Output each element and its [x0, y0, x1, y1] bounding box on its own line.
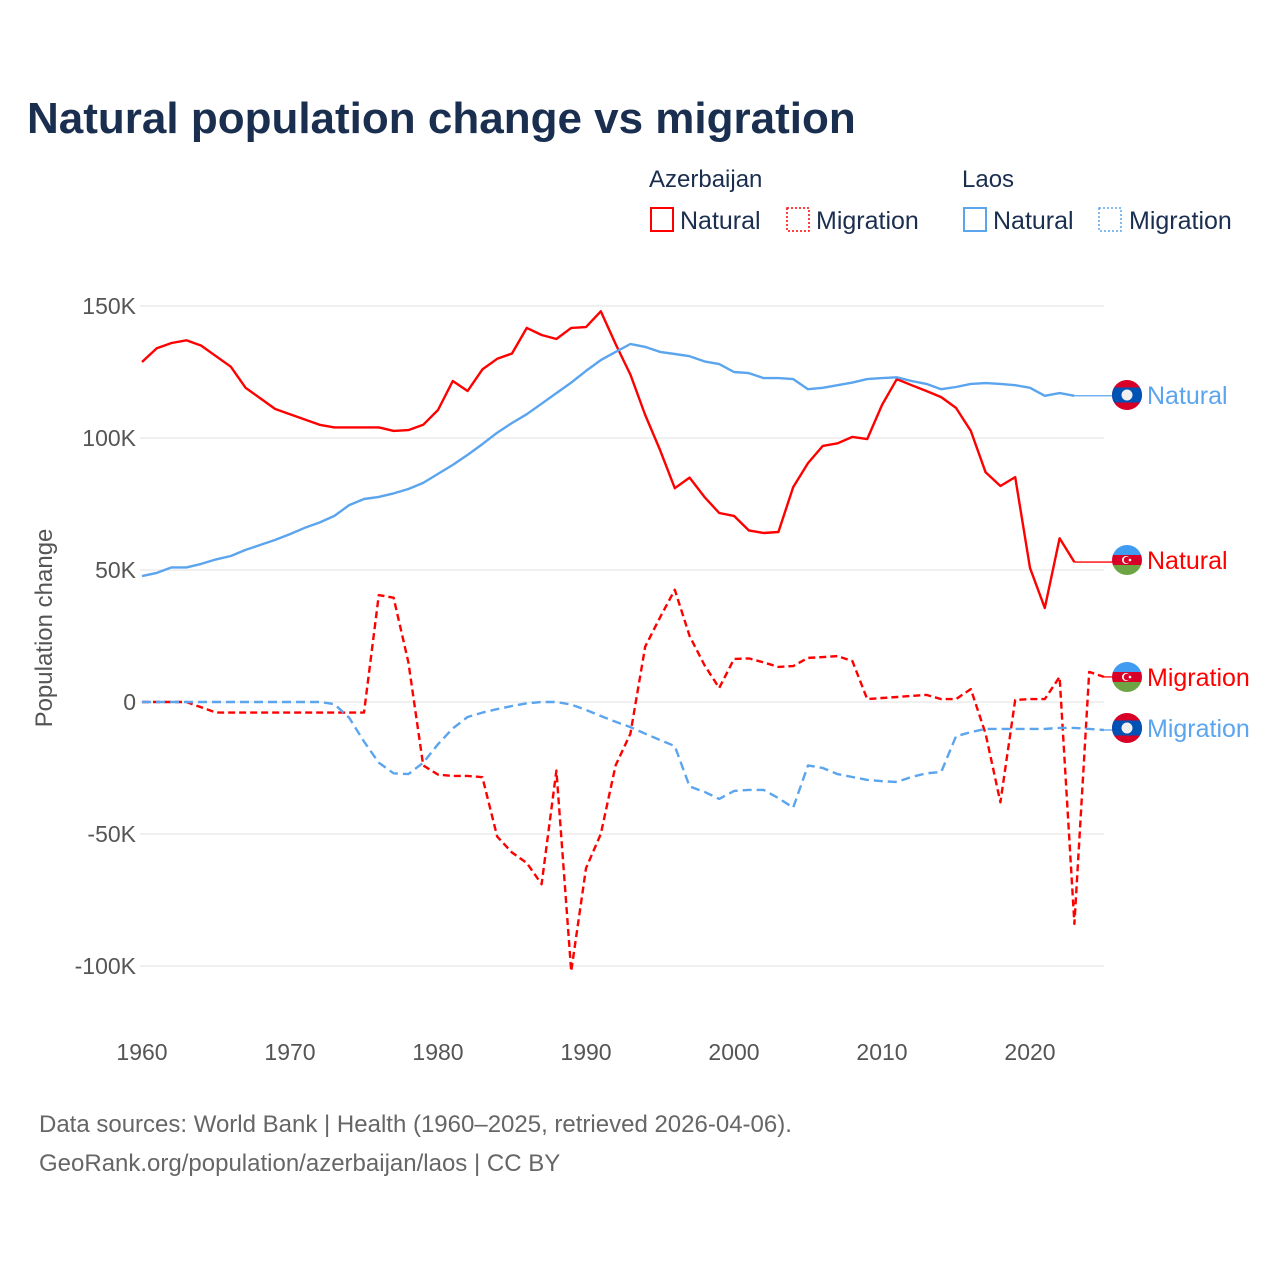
y-tick-label: 0 — [123, 689, 136, 715]
y-tick-label: 50K — [95, 557, 137, 583]
azerbaijan-natural-end-label: Natural — [1112, 545, 1228, 575]
y-axis-ticks: 150K 100K 50K 0 -50K -100K — [75, 293, 137, 979]
line-azerbaijan-migration[interactable] — [142, 588, 1105, 973]
x-tick-label: 1990 — [560, 1039, 611, 1065]
legend-swatch-azerbaijan-natural[interactable] — [650, 207, 674, 232]
legend-swatch-laos-migration[interactable] — [1098, 207, 1122, 232]
line-azerbaijan-natural[interactable] — [141, 310, 1076, 610]
y-tick-label: 100K — [82, 425, 136, 451]
azerbaijan-flag-icon — [1112, 662, 1142, 692]
legend-item-laos-natural[interactable]: Natural — [993, 207, 1074, 235]
x-tick-label: 2000 — [708, 1039, 759, 1065]
end-label-text: Migration — [1147, 664, 1250, 692]
legend: Azerbaijan Natural Migration Laos Natura… — [649, 166, 1232, 235]
end-label-text: Natural — [1147, 382, 1228, 410]
y-axis-label: Population change — [31, 529, 58, 728]
y-tick-label: -100K — [75, 953, 137, 979]
legend-item-azerbaijan-migration[interactable]: Migration — [816, 207, 919, 235]
end-labels: Natural Migration Natural Migration — [1112, 380, 1250, 743]
series-lines — [141, 310, 1114, 973]
x-tick-label: 1970 — [264, 1039, 315, 1065]
azerbaijan-flag-icon — [1112, 545, 1142, 575]
laos-natural-end-label: Natural — [1112, 380, 1228, 410]
end-label-text: Migration — [1147, 715, 1250, 743]
legend-swatch-laos-natural[interactable] — [963, 207, 987, 232]
y-tick-label: -50K — [87, 821, 136, 847]
laos-migration-end-label: Migration — [1112, 713, 1250, 743]
azerbaijan-migration-end-label: Migration — [1112, 662, 1250, 692]
x-tick-label: 1980 — [412, 1039, 463, 1065]
gridlines — [140, 305, 1104, 967]
x-tick-label: 1960 — [116, 1039, 167, 1065]
legend-group-azerbaijan: Azerbaijan — [649, 166, 762, 193]
line-laos-natural[interactable] — [141, 342, 1075, 578]
legend-swatch-azerbaijan-migration[interactable] — [786, 207, 810, 232]
laos-flag-icon — [1112, 380, 1142, 410]
y-tick-label: 150K — [82, 293, 136, 319]
laos-flag-icon — [1112, 713, 1142, 743]
source-line-2[interactable]: GeoRank.org/population/azerbaijan/laos |… — [39, 1150, 560, 1177]
line-laos-migration[interactable] — [142, 700, 1105, 809]
legend-group-laos: Laos — [962, 166, 1014, 193]
legend-item-azerbaijan-natural[interactable]: Natural — [680, 207, 761, 235]
x-tick-label: 2020 — [1004, 1039, 1055, 1065]
end-label-text: Natural — [1147, 547, 1228, 575]
x-axis-ticks: 1960 1970 1980 1990 2000 2010 2020 — [116, 1039, 1055, 1065]
chart-title: Natural population change vs migration — [27, 94, 856, 143]
x-tick-label: 2010 — [856, 1039, 907, 1065]
legend-item-laos-migration[interactable]: Migration — [1129, 207, 1232, 235]
source-line-1: Data sources: World Bank | Health (1960–… — [39, 1111, 792, 1138]
